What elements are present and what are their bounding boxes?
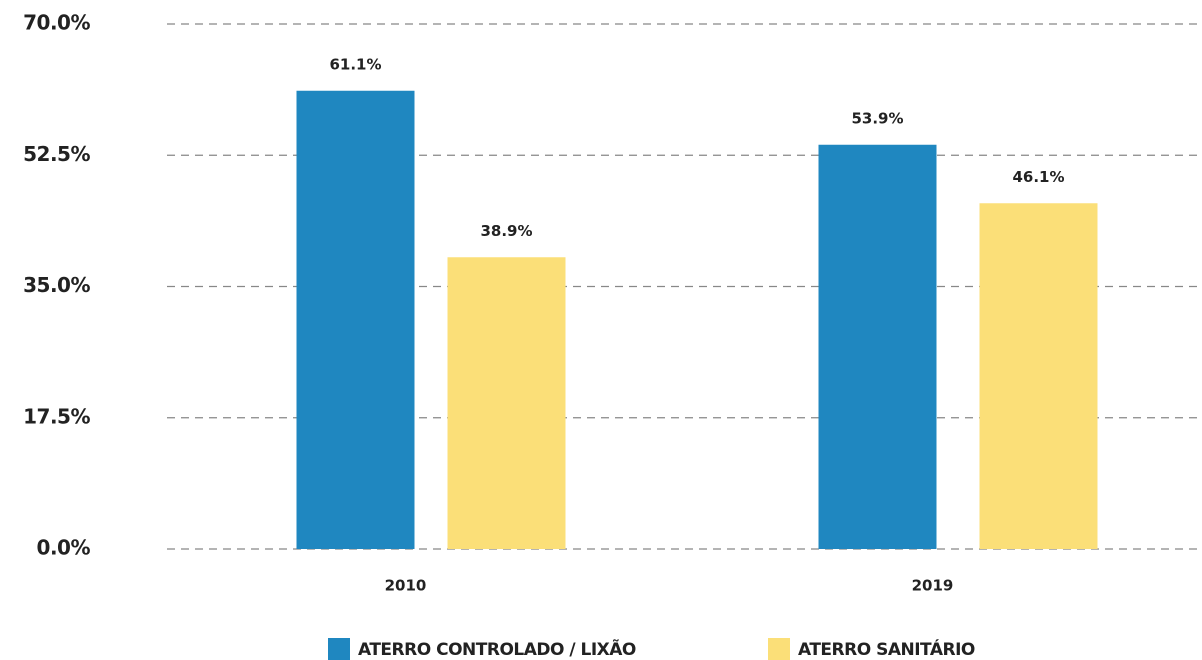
y-tick-label: 0.0% [37, 536, 91, 560]
value-label: 61.1% [329, 55, 381, 73]
y-tick-label: 35.0% [23, 273, 90, 297]
y-tick-label: 17.5% [23, 404, 90, 428]
value-label: 53.9% [851, 109, 903, 127]
bar [296, 90, 415, 549]
legend-label: ATERRO SANITÁRIO [798, 638, 975, 660]
bar [818, 144, 937, 549]
x-tick-label: 2010 [385, 577, 427, 595]
x-tick-label: 2019 [912, 577, 954, 595]
legend-swatch [328, 638, 350, 660]
bar [979, 203, 1098, 549]
y-tick-label: 70.0% [23, 11, 90, 35]
legend-swatch [768, 638, 790, 660]
value-label: 46.1% [1012, 168, 1064, 186]
bar [447, 257, 566, 549]
y-tick-label: 52.5% [23, 142, 90, 166]
value-label: 38.9% [480, 222, 532, 240]
legend-label: ATERRO CONTROLADO / LIXÃO [358, 637, 636, 660]
